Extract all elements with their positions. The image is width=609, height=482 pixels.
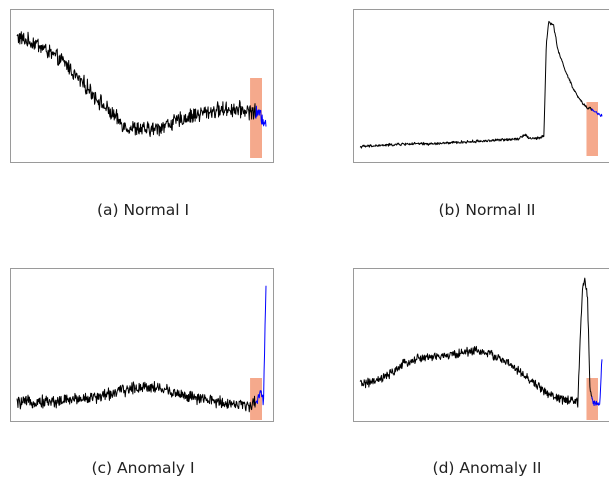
recent-series xyxy=(591,359,603,407)
highlight-window xyxy=(586,102,598,156)
history-series xyxy=(359,20,593,149)
caption-normal-2: (b) Normal II xyxy=(438,201,535,219)
subplot-anomaly-2: (d) Anomaly II xyxy=(353,268,609,477)
subplot-anomaly-1: (c) Anomaly I xyxy=(10,268,274,477)
plot-frame xyxy=(353,9,609,163)
recent-series xyxy=(254,105,267,127)
subplot-normal-2: (b) Normal II xyxy=(353,9,609,219)
history-series xyxy=(16,381,257,413)
caption-anomaly-2: (d) Anomaly II xyxy=(433,459,542,477)
history-series xyxy=(16,31,257,138)
history-series xyxy=(359,277,593,408)
subplot-normal-1: (a) Normal I xyxy=(10,9,274,219)
recent-series xyxy=(255,285,267,406)
subplot-anomaly-2-plot xyxy=(353,268,609,422)
plot-frame xyxy=(10,9,274,163)
subplot-normal-1-plot xyxy=(10,9,274,163)
highlight-window xyxy=(250,378,262,420)
caption-anomaly-1: (c) Anomaly I xyxy=(91,459,194,477)
subplot-anomaly-1-plot xyxy=(10,268,274,422)
caption-normal-1: (a) Normal I xyxy=(97,201,189,219)
recent-series xyxy=(591,108,603,117)
subplot-normal-2-plot xyxy=(353,9,609,163)
plot-frame xyxy=(353,268,609,422)
plot-frame xyxy=(10,268,274,422)
